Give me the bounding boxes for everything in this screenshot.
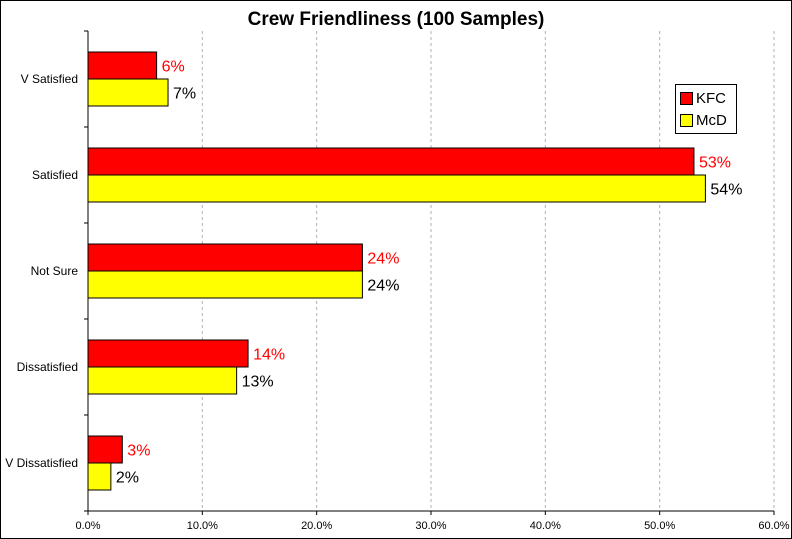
legend-swatch-kfc xyxy=(680,91,693,105)
legend-item-kfc: KFC xyxy=(680,89,726,107)
data-label-mcd: 2% xyxy=(116,470,139,487)
legend-label-mcd: McD xyxy=(696,111,727,129)
legend: KFC McD xyxy=(675,84,737,134)
category-label: Not Sure xyxy=(31,264,79,278)
legend-swatch-mcd xyxy=(680,113,693,127)
x-tick-label: 20.0% xyxy=(301,520,332,532)
data-label-kfc: 24% xyxy=(367,251,399,268)
bar-kfc xyxy=(87,147,695,176)
data-label-kfc: 6% xyxy=(162,59,185,76)
category-label: V Satisfied xyxy=(21,72,78,86)
data-label-mcd: 54% xyxy=(710,182,742,199)
category-label: V Dissatisfied xyxy=(5,456,78,470)
data-label-kfc: 3% xyxy=(127,443,150,460)
data-label-kfc: 14% xyxy=(253,347,285,364)
bar-mcd xyxy=(87,462,112,491)
bar-kfc xyxy=(87,339,249,368)
x-tick-label: 40.0% xyxy=(530,520,561,532)
data-label-mcd: 13% xyxy=(242,374,274,391)
x-tick-label: 0.0% xyxy=(75,520,100,532)
legend-label-kfc: KFC xyxy=(696,89,726,107)
x-tick-label: 10.0% xyxy=(187,520,218,532)
bar-mcd xyxy=(87,270,363,299)
chart-title: Crew Friendliness (100 Samples) xyxy=(247,9,545,30)
bar-kfc xyxy=(87,51,158,80)
bar-kfc xyxy=(87,243,363,272)
bar-mcd xyxy=(87,366,238,395)
bar-mcd xyxy=(87,174,706,203)
data-label-kfc: 53% xyxy=(699,155,731,172)
bar-kfc xyxy=(87,435,123,464)
legend-item-mcd: McD xyxy=(680,111,727,129)
data-label-mcd: 24% xyxy=(367,278,399,295)
category-label: Dissatisfied xyxy=(17,360,78,374)
x-tick-label: 30.0% xyxy=(415,520,446,532)
x-tick-label: 60.0% xyxy=(758,520,789,532)
bar-mcd xyxy=(87,78,169,107)
x-tick-label: 50.0% xyxy=(644,520,675,532)
data-label-mcd: 7% xyxy=(173,86,196,103)
category-label: Satisfied xyxy=(32,168,78,182)
